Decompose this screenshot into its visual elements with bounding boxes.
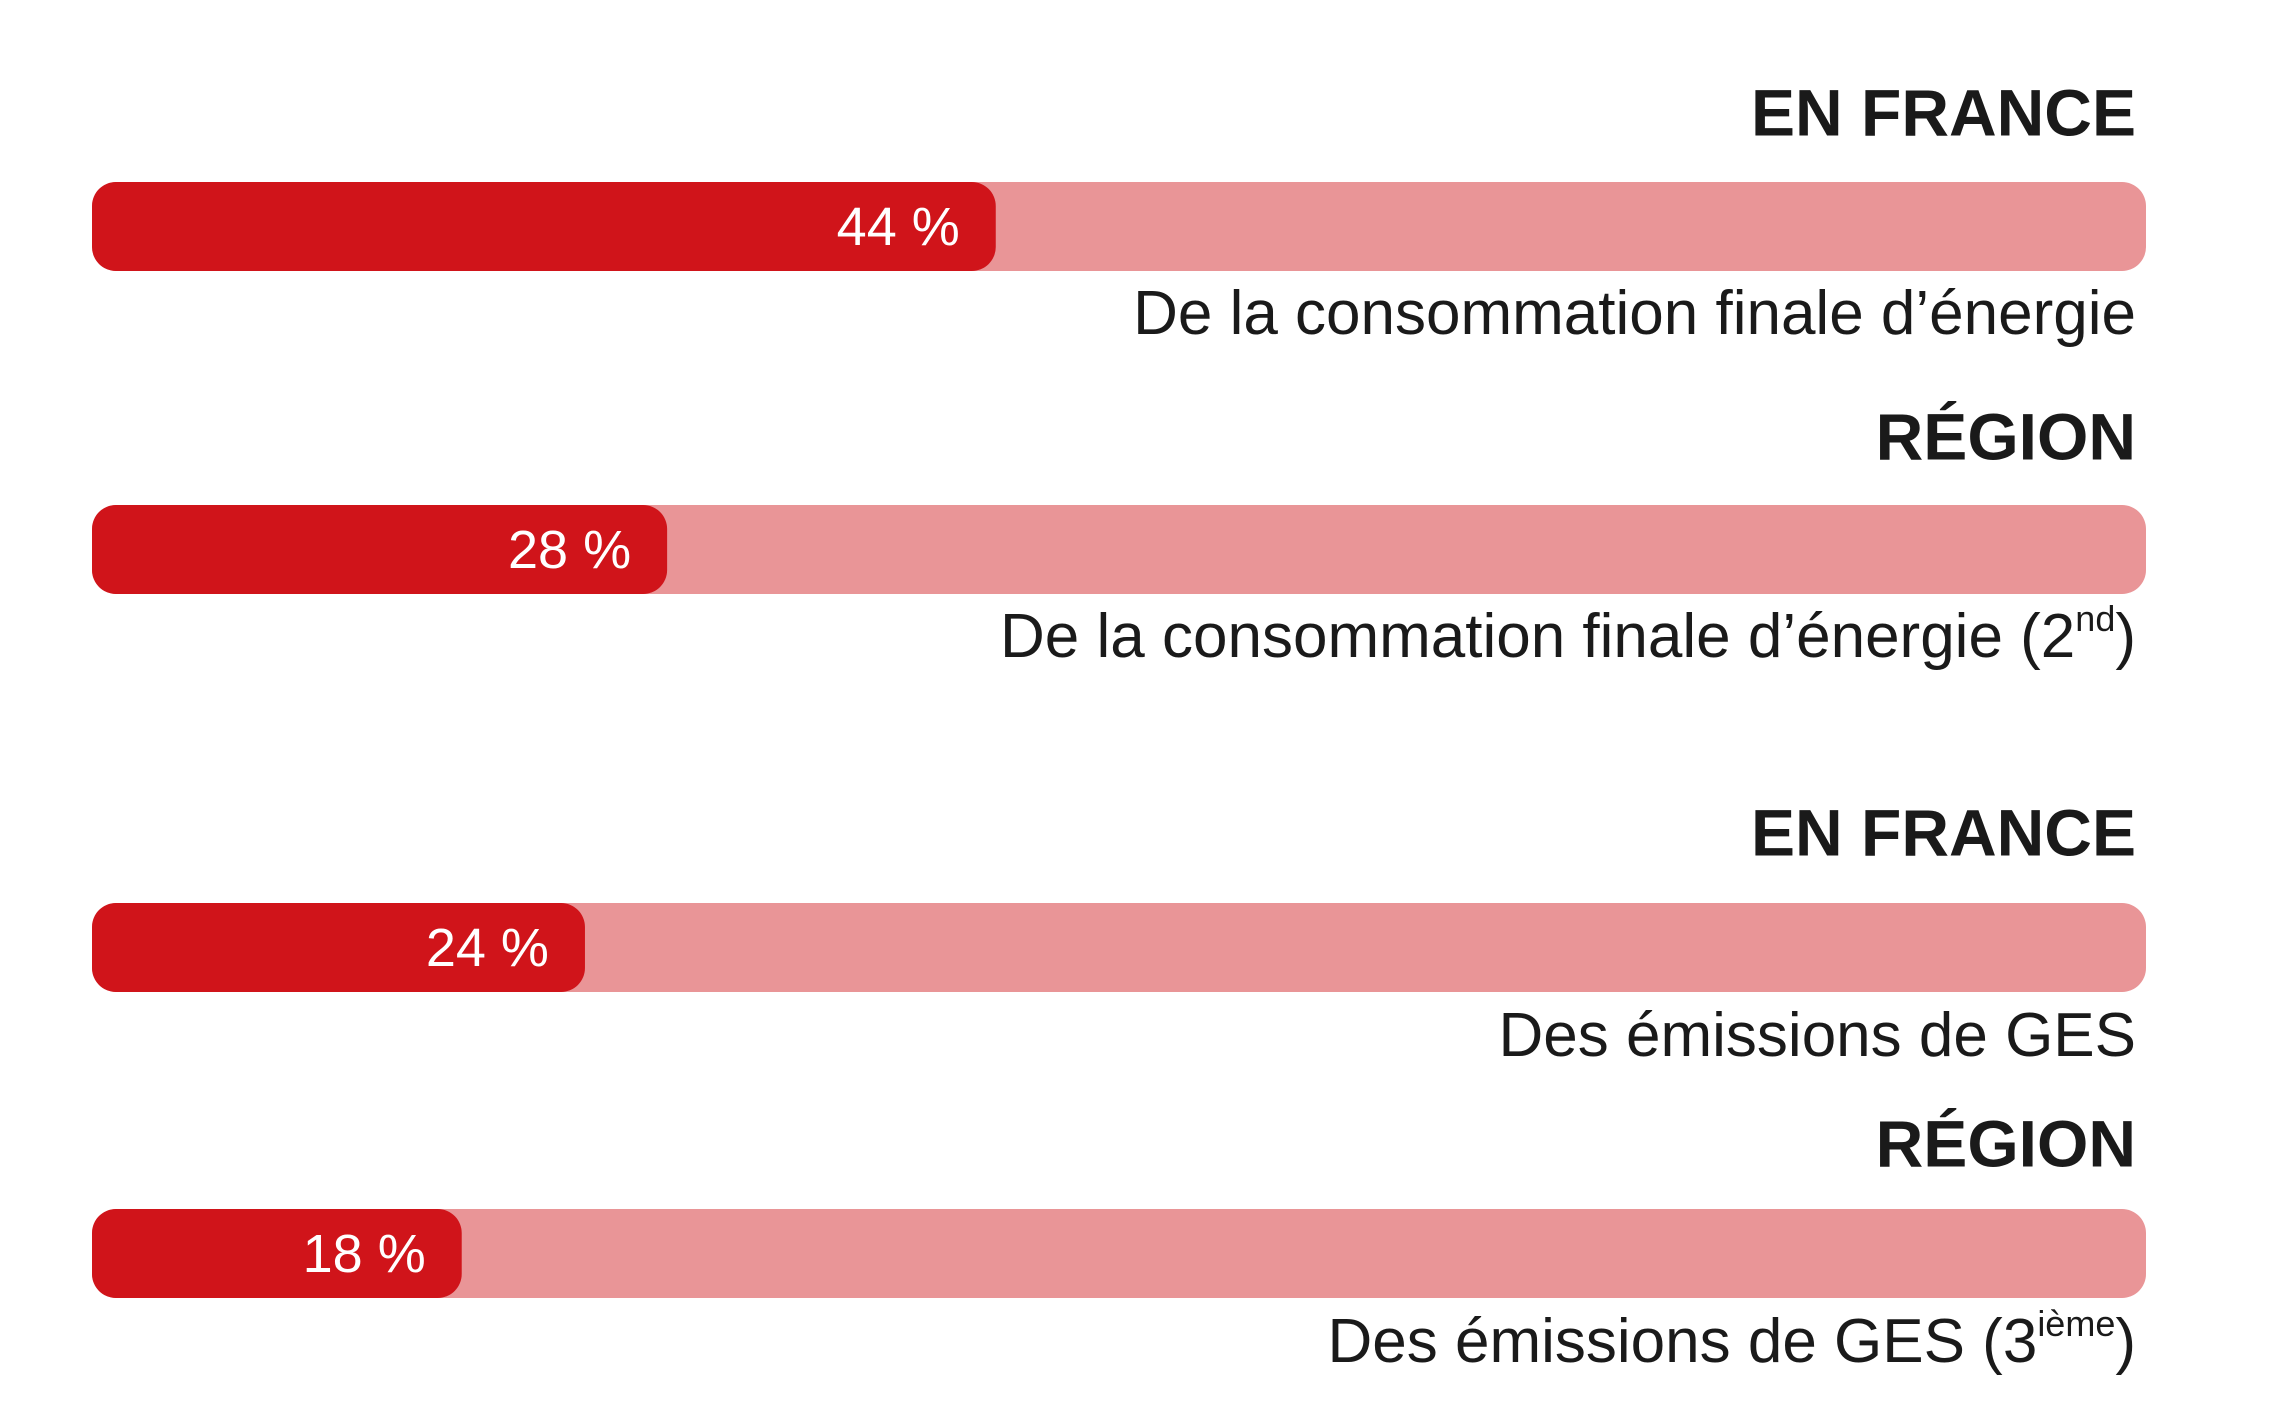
bar-fill (92, 903, 585, 992)
section-title: RÉGION (1876, 1106, 2136, 1180)
caption: De la consommation finale d’énergie (2nd… (1000, 598, 2136, 672)
value-label: 24 % (426, 918, 549, 978)
value-label: 44 % (837, 197, 960, 257)
caption-text: Des émissions de GES (3 (1327, 1307, 2037, 1376)
caption-end: ) (2115, 1307, 2136, 1376)
caption: Des émissions de GES (3ième) (1327, 1303, 2136, 1377)
caption: De la consommation finale d’énergie (1133, 279, 2136, 348)
value-label: 18 % (303, 1224, 426, 1284)
caption-superscript: nd (2075, 598, 2115, 639)
caption-text: Des émissions de GES (1499, 1001, 2136, 1070)
bar-fill (92, 505, 668, 594)
caption-superscript: ième (2037, 1303, 2115, 1344)
section-title: RÉGION (1876, 399, 2136, 473)
caption-text: De la consommation finale d’énergie (1133, 279, 2136, 348)
bar-fill (92, 1209, 462, 1298)
caption-text: De la consommation finale d’énergie (2 (1000, 602, 2075, 671)
section-title: EN FRANCE (1751, 795, 2136, 869)
bar-track (92, 903, 2146, 992)
value-label: 28 % (508, 520, 631, 580)
caption-end: ) (2115, 602, 2136, 671)
bar-fill (92, 182, 996, 271)
section-title: EN FRANCE (1751, 75, 2136, 149)
caption: Des émissions de GES (1499, 1001, 2136, 1070)
bar-track (92, 1209, 2146, 1298)
